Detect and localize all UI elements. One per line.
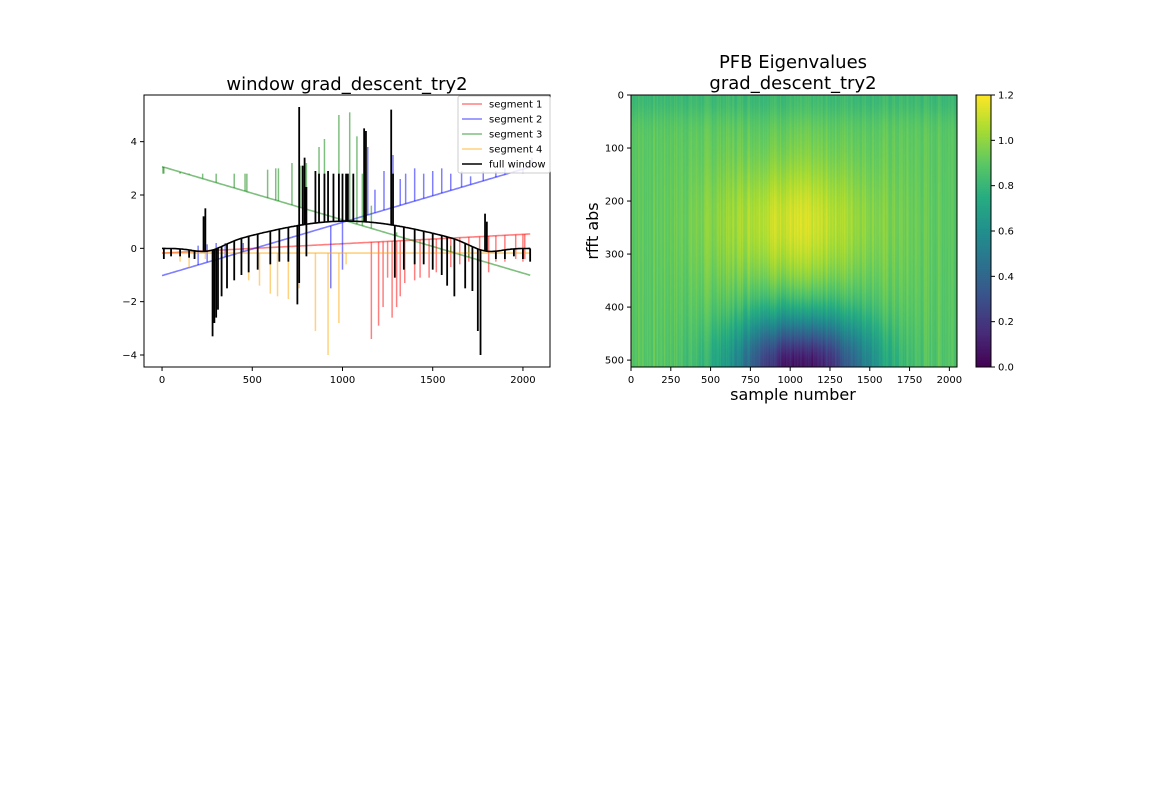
heatmap-frame [630, 94, 958, 368]
legend-label: segment 1 [489, 100, 542, 111]
x-tick-label: 250 [661, 375, 680, 386]
window-chart-frame [143, 94, 551, 368]
window-chart-title: window grad_descent_try2 [226, 74, 467, 95]
series-curve [162, 233, 531, 254]
colorbar-tick-label: 0.8 [998, 181, 1014, 192]
heatmap-y-label: rfft abs [583, 202, 602, 259]
window-chart-plot-area [161, 107, 533, 355]
x-tick-label: 500 [701, 375, 720, 386]
x-tick-label: 0 [159, 375, 165, 386]
heatmap-image [631, 95, 957, 367]
colorbar-tick-label: 0.2 [998, 317, 1014, 328]
x-tick-label: 1000 [777, 375, 802, 386]
y-tick-label: −2 [122, 297, 137, 308]
window-chart: window grad_descent_try2 0 500 1000 1500 200… [122, 74, 551, 386]
x-tick-label: 1500 [857, 375, 882, 386]
heatmap-x-label: sample number [730, 385, 856, 404]
y-tick-label: −4 [122, 351, 137, 362]
x-tick-label: 2000 [937, 375, 962, 386]
colorbar-tick-label: 0.6 [998, 227, 1014, 238]
x-tick-label: 0 [628, 375, 634, 386]
colorbar-tick-label: 1.2 [998, 91, 1014, 102]
x-tick-label: 500 [243, 375, 262, 386]
window-chart-y-axis: −4 −2 0 2 4 [122, 137, 144, 362]
colorbar-tick-label: 1.0 [998, 136, 1014, 147]
x-tick-label: 1750 [897, 375, 922, 386]
y-tick-label: 300 [605, 250, 624, 261]
colorbar-tick-label: 0.4 [998, 272, 1014, 283]
window-chart-x-axis: 0 500 1000 1500 2000 [159, 367, 536, 386]
legend-box [457, 95, 551, 174]
legend-label: full window [489, 160, 546, 171]
y-tick-label: 400 [605, 303, 624, 314]
x-tick-label: 2000 [510, 375, 535, 386]
y-tick-label: 4 [131, 137, 137, 148]
legend-label: segment 4 [489, 145, 542, 156]
colorbar-image [976, 95, 991, 367]
x-tick-label: 750 [741, 375, 760, 386]
legend-label: segment 3 [489, 130, 542, 141]
series-full-window [162, 107, 532, 355]
y-tick-label: 0 [131, 244, 137, 255]
y-tick-label: 500 [605, 356, 624, 367]
heatmap-x-axis: 0 250 500 750 1000 1250 1500 1750 2000 [628, 367, 962, 386]
x-tick-label: 1000 [330, 375, 355, 386]
colorbar-axis: 0.0 0.2 0.4 0.6 0.8 1.0 1.2 [991, 91, 1014, 374]
x-tick-label: 1500 [420, 375, 445, 386]
heatmap-y-axis: 0 100 200 300 400 500 [605, 91, 631, 367]
window-chart-legend: segment 1 segment 2 segment 3 segment 4 full… [457, 95, 551, 174]
legend-label: segment 2 [489, 115, 542, 126]
x-tick-label: 1250 [817, 375, 842, 386]
colorbar-tick-label: 0.0 [998, 363, 1014, 374]
eigenvalue-heatmap-chart: PFB Eigenvalues grad_descent_try2 0 250 50… [583, 52, 1014, 404]
y-tick-label: 0 [618, 91, 624, 102]
y-tick-label: 200 [605, 197, 624, 208]
heatmap-title-line-1: PFB Eigenvalues [719, 52, 867, 73]
heatmap-title-line-2: grad_descent_try2 [709, 73, 876, 94]
y-tick-label: 2 [131, 191, 137, 202]
y-tick-label: 100 [605, 144, 624, 155]
